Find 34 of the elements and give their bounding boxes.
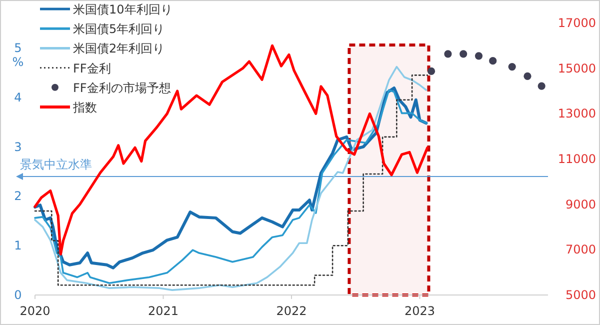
- y2-tick-label: 13000: [558, 106, 596, 121]
- y2-tick-label: 15000: [558, 61, 596, 76]
- y-axis-title: %: [12, 55, 24, 69]
- y2-tick-label: 11000: [558, 152, 596, 166]
- y-tick-label: 3: [14, 140, 22, 154]
- x-tick-label: 2023: [404, 304, 436, 318]
- y-tick-label: 0: [14, 288, 22, 302]
- y-tick-label: 2: [14, 189, 22, 204]
- line-series: [34, 44, 429, 256]
- point: [444, 50, 452, 58]
- y-tick-label: 4: [14, 90, 22, 104]
- ref-line-label: 景気中立水準: [20, 157, 92, 172]
- y2-tick-label: 7000: [565, 242, 596, 257]
- y-tick-label: 1: [14, 238, 22, 253]
- x-tick-label: 2022: [276, 304, 307, 318]
- y2-tick-label: 17000: [558, 16, 596, 30]
- point: [538, 82, 546, 90]
- x-tick-label: 2021: [148, 304, 179, 318]
- x-tick-label: 2020: [20, 304, 50, 318]
- legend-label: 指数: [72, 100, 97, 114]
- legend-label: 米国債5年利回り: [73, 22, 165, 36]
- legend-label: 米国債2年利回り: [73, 42, 165, 56]
- point: [474, 52, 483, 60]
- point: [489, 57, 497, 65]
- point: [460, 50, 468, 58]
- y2-tick-label: 9000: [565, 197, 596, 212]
- legend-label: FF金利: [73, 61, 111, 76]
- point: [524, 72, 532, 80]
- y2-tick-label: 5000: [565, 288, 596, 302]
- point: [427, 67, 436, 76]
- legend-label: FF金利の市場予想: [73, 80, 171, 95]
- y-tick-label: 5: [14, 41, 22, 55]
- point: [508, 62, 516, 71]
- legend-label: 米国債10年利回り: [73, 2, 172, 16]
